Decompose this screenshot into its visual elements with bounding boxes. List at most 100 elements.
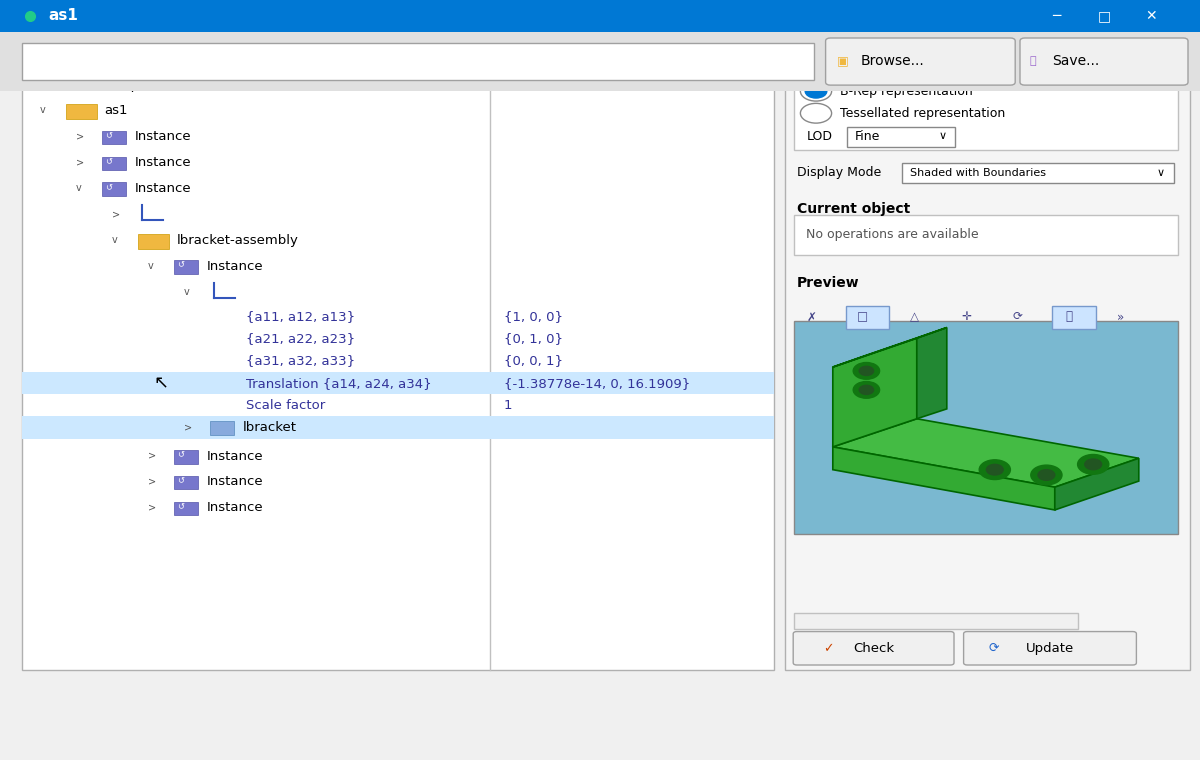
Text: Fine: Fine	[854, 129, 880, 143]
Text: Instance: Instance	[206, 449, 263, 463]
Text: ↺: ↺	[106, 183, 113, 192]
FancyBboxPatch shape	[22, 23, 774, 670]
Circle shape	[859, 385, 874, 394]
FancyBboxPatch shape	[902, 163, 1174, 183]
FancyBboxPatch shape	[794, 55, 1178, 150]
Text: >: >	[76, 157, 84, 168]
FancyBboxPatch shape	[174, 476, 198, 489]
Text: v: v	[76, 183, 82, 194]
FancyBboxPatch shape	[785, 23, 1190, 670]
Text: {a31, a32, a33}: {a31, a32, a33}	[246, 354, 355, 368]
Text: Instance: Instance	[206, 475, 263, 489]
FancyBboxPatch shape	[793, 632, 954, 665]
FancyBboxPatch shape	[22, 416, 774, 439]
Circle shape	[853, 382, 880, 398]
FancyBboxPatch shape	[138, 234, 169, 249]
Polygon shape	[833, 419, 1139, 487]
Text: 📷: 📷	[1066, 310, 1073, 324]
Text: v: v	[148, 261, 154, 271]
Text: {a21, a22, a23}: {a21, a22, a23}	[246, 332, 355, 346]
Text: No operations are available: No operations are available	[806, 228, 979, 242]
FancyBboxPatch shape	[846, 306, 889, 329]
Text: □: □	[857, 310, 869, 324]
Text: 💾: 💾	[1030, 55, 1037, 66]
FancyBboxPatch shape	[22, 43, 814, 80]
Text: △: △	[910, 310, 919, 324]
FancyBboxPatch shape	[66, 104, 97, 119]
Text: v: v	[4, 80, 10, 90]
Text: ✕: ✕	[1145, 9, 1157, 23]
Text: >: >	[112, 209, 120, 220]
Text: Instance: Instance	[134, 130, 191, 144]
Text: {1, 0, 0}: {1, 0, 0}	[504, 310, 563, 324]
Text: SceneGraph: SceneGraph	[66, 78, 148, 92]
Text: Instance: Instance	[134, 182, 191, 195]
FancyBboxPatch shape	[102, 182, 126, 196]
FancyBboxPatch shape	[102, 157, 126, 170]
Text: Instance: Instance	[134, 156, 191, 169]
Text: Objects: Objects	[43, 32, 108, 47]
Text: >: >	[184, 422, 192, 432]
Text: LOD: LOD	[806, 129, 833, 143]
Text: Details: Details	[504, 32, 564, 47]
Polygon shape	[833, 447, 1055, 510]
Text: ↺: ↺	[106, 131, 113, 141]
Text: {0, 1, 0}: {0, 1, 0}	[504, 332, 563, 346]
Text: ⟳: ⟳	[1013, 310, 1022, 324]
Text: Instance: Instance	[206, 501, 263, 515]
FancyBboxPatch shape	[174, 260, 198, 274]
FancyBboxPatch shape	[174, 450, 198, 464]
Text: Update: Update	[1026, 641, 1074, 655]
Circle shape	[979, 460, 1010, 480]
FancyBboxPatch shape	[826, 38, 1015, 85]
Text: Shaded with Boundaries: Shaded with Boundaries	[910, 167, 1045, 178]
Text: ✛: ✛	[961, 310, 971, 324]
Polygon shape	[1055, 458, 1139, 510]
Text: ↺: ↺	[178, 502, 185, 511]
FancyBboxPatch shape	[847, 127, 955, 147]
Circle shape	[1078, 454, 1109, 474]
FancyBboxPatch shape	[0, 0, 1200, 32]
Text: >: >	[148, 502, 156, 513]
Text: Browse...: Browse...	[860, 54, 924, 68]
Text: ↺: ↺	[106, 157, 113, 166]
Text: v: v	[112, 235, 118, 245]
Polygon shape	[833, 328, 947, 367]
FancyBboxPatch shape	[794, 613, 1079, 629]
Text: ∨: ∨	[1157, 167, 1165, 178]
Text: {a11, a12, a13}: {a11, a12, a13}	[246, 310, 355, 324]
Text: ↺: ↺	[178, 477, 185, 486]
Circle shape	[1031, 465, 1062, 485]
Text: Preferred representation: Preferred representation	[806, 63, 960, 77]
Text: □: □	[1098, 9, 1111, 23]
Circle shape	[986, 464, 1003, 475]
Text: Display Mode: Display Mode	[797, 166, 881, 179]
Text: >: >	[148, 451, 156, 461]
Text: ∨: ∨	[938, 131, 947, 141]
Text: >: >	[148, 477, 156, 487]
Text: ⊞: ⊞	[30, 78, 42, 92]
Circle shape	[1085, 459, 1102, 470]
Text: {-1.38778e-14, 0, 16.1909}: {-1.38778e-14, 0, 16.1909}	[504, 376, 690, 390]
Text: v: v	[184, 287, 190, 297]
Text: Instance: Instance	[206, 259, 263, 273]
Text: ↺: ↺	[178, 451, 185, 460]
Text: as1: as1	[48, 8, 78, 24]
Text: as1: as1	[104, 103, 128, 117]
Text: {0, 0, 1}: {0, 0, 1}	[504, 354, 563, 368]
Circle shape	[853, 363, 880, 379]
Text: Preview: Preview	[797, 277, 859, 290]
Text: Scale factor: Scale factor	[246, 398, 325, 412]
Text: ⟳: ⟳	[989, 641, 1000, 655]
Text: ↖: ↖	[154, 374, 169, 392]
Circle shape	[805, 84, 827, 98]
Text: v: v	[40, 105, 46, 116]
Circle shape	[859, 366, 874, 375]
Polygon shape	[833, 338, 917, 447]
FancyBboxPatch shape	[964, 632, 1136, 665]
Text: Current object: Current object	[797, 202, 910, 216]
Text: ↺: ↺	[178, 261, 185, 270]
FancyBboxPatch shape	[1020, 38, 1188, 85]
Text: Translation {a14, a24, a34}: Translation {a14, a24, a34}	[246, 376, 432, 390]
FancyBboxPatch shape	[794, 321, 1178, 534]
